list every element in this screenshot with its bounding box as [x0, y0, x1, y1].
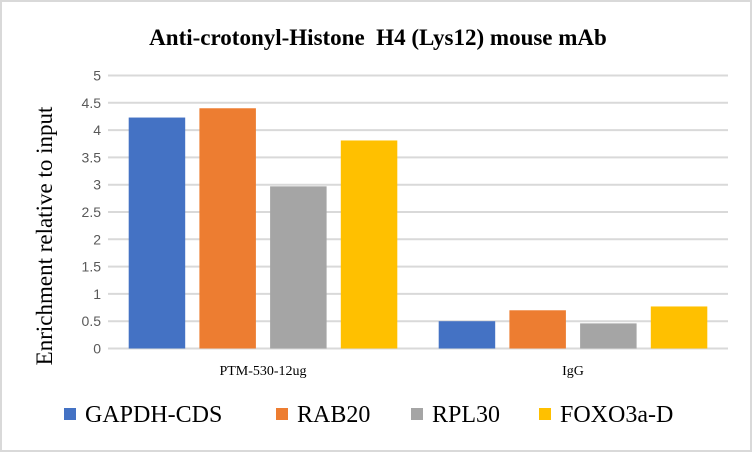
category-labels: PTM-530-12ug IgG: [219, 364, 583, 379]
y-tick-label: 5: [93, 68, 101, 84]
y-tick-label: 4: [93, 122, 101, 138]
bar-rab20-igg: [509, 310, 566, 349]
y-tick-labels: 0 0.5 1 1.5 2 2.5 3 3.5 4 4.5 5: [82, 68, 102, 357]
legend-item: FOXO3a-D: [539, 402, 673, 428]
bar-gapdh-cds-igg: [438, 321, 496, 349]
y-tick-label: 2: [93, 231, 101, 247]
x-category-label: PTM-530-12ug: [219, 364, 306, 379]
legend-swatch: [64, 408, 76, 420]
legend-item: RAB20: [276, 402, 370, 428]
legend-label: FOXO3a-D: [560, 402, 673, 428]
legend-label: GAPDH-CDS: [85, 402, 222, 428]
bar-rpl30-igg: [580, 323, 637, 349]
legend-item: GAPDH-CDS: [64, 402, 222, 428]
legend-swatch: [411, 408, 423, 420]
y-tick-label: 0.5: [82, 313, 102, 329]
bar-rab20-ptm-530-12ug: [199, 108, 256, 349]
bar-foxo3a-d-ptm-530-12ug: [340, 140, 398, 349]
legend-swatch: [539, 408, 551, 420]
y-tick-label: 1.5: [82, 259, 102, 275]
bars: [128, 108, 708, 349]
legend-item: RPL30: [411, 402, 500, 428]
chart-title: Anti-crotonyl-Histone H4 (Lys12) mouse m…: [149, 25, 607, 50]
y-tick-label: 0: [93, 341, 101, 357]
legend: GAPDH-CDS RAB20 RPL30 FOXO3a-D: [64, 402, 673, 428]
y-axis-label: Enrichment relative to input: [32, 106, 57, 365]
y-tick-label: 1: [93, 286, 101, 302]
y-tick-label: 3: [93, 177, 101, 193]
y-tick-label: 2.5: [82, 204, 102, 220]
legend-swatch: [276, 408, 288, 420]
legend-label: RAB20: [297, 402, 370, 428]
bar-rpl30-ptm-530-12ug: [270, 186, 327, 349]
bar-gapdh-cds-ptm-530-12ug: [128, 117, 186, 349]
x-category-label: IgG: [562, 364, 584, 379]
y-tick-label: 4.5: [82, 95, 102, 111]
legend-label: RPL30: [432, 402, 500, 428]
bar-foxo3a-d-igg: [650, 306, 708, 349]
y-tick-label: 3.5: [82, 149, 102, 165]
